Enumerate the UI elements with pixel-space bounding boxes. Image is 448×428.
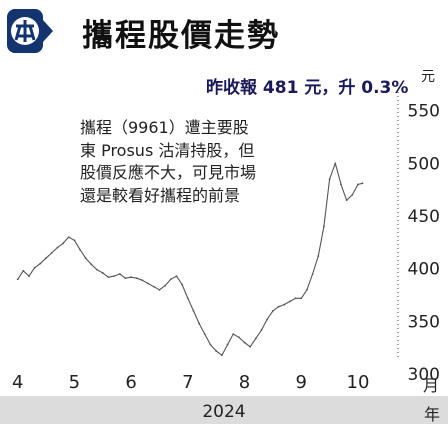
data-point	[203, 333, 206, 336]
data-point	[28, 275, 30, 278]
data-point	[345, 199, 348, 202]
data-point	[67, 236, 70, 238]
data-point	[209, 343, 212, 346]
data-point	[73, 239, 76, 242]
data-point	[16, 278, 19, 281]
data-point	[147, 282, 150, 285]
y-tick-label: 350	[408, 312, 440, 332]
data-point	[90, 263, 93, 266]
data-point	[328, 178, 331, 180]
y-axis-unit: 元	[421, 69, 435, 85]
data-point	[164, 284, 167, 287]
logo-icon	[7, 9, 53, 53]
data-point	[186, 297, 189, 300]
y-tick-label: 400	[408, 260, 440, 280]
data-point	[317, 255, 320, 257]
page-title: 攜程股價走勢	[82, 18, 280, 54]
data-point	[181, 283, 184, 286]
data-point	[96, 268, 98, 271]
x-axis-unit: 月	[423, 376, 440, 395]
data-point	[220, 354, 223, 357]
header: 攜程股價走勢	[0, 0, 448, 62]
data-point	[79, 248, 81, 251]
y-tick-label: 300	[408, 365, 440, 385]
data-point	[130, 276, 133, 279]
data-point	[266, 318, 269, 321]
annotation-box: 攜程（9961）遭主要股 東 Prosus 沽清持股，但 股價反應不大，可見市場…	[80, 117, 324, 207]
x-tick-label: 5	[69, 372, 80, 393]
data-point	[169, 278, 172, 281]
annotation-line: 還是較看好攜程的前景	[80, 185, 241, 205]
data-point	[158, 288, 161, 291]
x-tick-label: 6	[125, 372, 136, 393]
data-point	[45, 257, 47, 260]
year-label: 2024	[202, 402, 246, 422]
data-point	[135, 277, 138, 280]
annotation-line: 攜程（9961）遭主要股	[80, 118, 249, 137]
data-point	[198, 322, 201, 325]
data-point	[175, 275, 178, 278]
data-point	[152, 285, 155, 288]
series-line	[17, 162, 363, 356]
data-point	[215, 350, 218, 352]
x-tick-label: 8	[239, 372, 250, 393]
data-point	[232, 333, 235, 336]
data-point	[283, 303, 286, 306]
data-point	[101, 272, 104, 274]
data-point	[300, 297, 303, 300]
data-point	[22, 269, 25, 272]
x-tick-label: 7	[182, 372, 193, 393]
x-tick-label: 4	[12, 372, 23, 393]
data-point	[351, 194, 354, 196]
year-band	[0, 396, 448, 424]
data-point	[33, 266, 36, 269]
data-point	[289, 300, 291, 303]
data-point	[311, 273, 314, 275]
data-point	[306, 288, 308, 291]
data-point	[249, 345, 252, 348]
data-point	[141, 279, 144, 282]
data-point	[254, 337, 257, 340]
data-point	[271, 310, 274, 312]
year-unit: 年	[424, 405, 441, 424]
data-point	[192, 310, 195, 312]
data-point	[340, 183, 342, 186]
data-point	[62, 242, 64, 245]
x-tick-label: 9	[296, 372, 307, 393]
data-point	[113, 275, 115, 278]
data-point	[361, 182, 364, 185]
annotation-line: 東 Prosus 沽清持股，但	[80, 140, 255, 160]
data-point	[357, 183, 359, 186]
data-point	[334, 162, 337, 165]
data-point	[237, 336, 240, 339]
data-point	[294, 297, 297, 300]
data-point	[39, 262, 42, 265]
data-point	[243, 341, 246, 344]
data-point	[84, 257, 87, 260]
x-tick-label: 10	[347, 372, 370, 393]
data-point	[323, 225, 325, 228]
y-tick-label: 450	[408, 207, 440, 227]
y-tick-label: 550	[408, 102, 440, 122]
y-tick-label: 500	[408, 154, 440, 174]
price-headline: 昨收報 481 元，升 0.3%	[206, 78, 409, 98]
data-point	[118, 273, 121, 275]
data-point	[260, 328, 263, 331]
data-point	[226, 343, 229, 346]
data-point	[56, 246, 59, 249]
data-point	[107, 276, 110, 279]
annotation-line: 股價反應不大，可見市場	[80, 163, 257, 182]
data-point	[277, 305, 280, 308]
data-point	[50, 252, 53, 254]
data-point	[124, 277, 127, 280]
